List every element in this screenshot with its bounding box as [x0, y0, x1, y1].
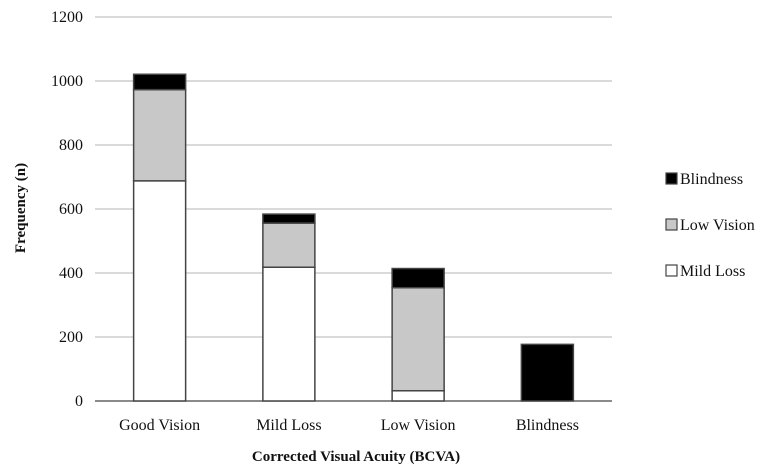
x-tick-label: Good Vision: [119, 417, 200, 434]
y-tick-label: 600: [59, 201, 83, 218]
y-tick-label: 400: [59, 265, 83, 282]
bar-segment-mild-loss: [391, 390, 445, 402]
y-axis-title: Frequency (n): [13, 163, 29, 253]
legend-swatch: [665, 172, 678, 185]
x-axis-title: Corrected Visual Acuity (BCVA): [252, 449, 460, 465]
legend-label: Mild Loss: [680, 263, 745, 280]
bar-segment-low-vision: [391, 286, 445, 392]
bar-segment-blindness: [132, 73, 187, 91]
bar-segment-low-vision: [132, 88, 187, 182]
y-tick-label: 0: [75, 393, 83, 410]
bar-segment-mild-loss: [132, 180, 187, 402]
y-tick-label: 1000: [51, 73, 83, 90]
legend: Blindness Low Vision Mild Loss: [665, 171, 755, 280]
legend-swatch: [665, 218, 678, 231]
x-tick-label: Blindness: [516, 417, 579, 434]
bar-segment-mild-loss: [262, 266, 316, 402]
x-tick-labels: Good Vision Mild Loss Low Vision Blindness: [119, 417, 579, 434]
x-tick-label: Mild Loss: [256, 417, 321, 434]
y-tick-labels: 0 200 400 600 800 1000 1200: [51, 9, 83, 410]
bar-segment-blindness: [520, 343, 575, 402]
legend-label: Low Vision: [680, 217, 755, 234]
x-tick-label: Low Vision: [381, 417, 456, 434]
y-tick-label: 800: [59, 137, 83, 154]
bars: [132, 73, 575, 402]
legend-swatch: [665, 264, 678, 277]
bar-segment-blindness: [391, 267, 445, 289]
bar-segment-low-vision: [262, 222, 316, 268]
legend-label: Blindness: [680, 171, 743, 188]
y-tick-label: 200: [59, 329, 83, 346]
bar-segment-blindness: [262, 213, 316, 224]
y-tick-label: 1200: [51, 9, 83, 26]
